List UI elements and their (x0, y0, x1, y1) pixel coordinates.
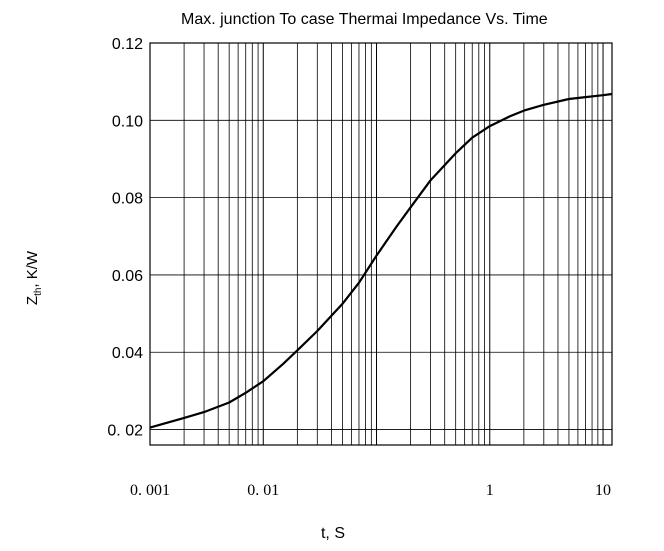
y-tick-label: 0.04 (112, 345, 143, 362)
y-tick-label: 0.08 (112, 191, 143, 208)
y-tick-label: 0.10 (112, 113, 143, 130)
x-tick-label: 10 (595, 482, 611, 499)
thermal-impedance-curve (149, 92, 613, 429)
chart-title: Max. junction To case Thermai Impedance … (181, 11, 548, 28)
data-series (149, 92, 613, 429)
y-axis-label: Zth, K/W (24, 250, 44, 305)
x-axis-label: t, S (321, 525, 345, 542)
x-tick-label: 1 (486, 482, 494, 499)
y-axis-label-unit: , K/W (24, 250, 41, 288)
grid (149, 42, 612, 445)
y-tick-label: 0.06 (112, 268, 143, 285)
y-axis-label-symbol: Z (24, 296, 41, 305)
y-tick-label: 0.12 (112, 36, 143, 53)
x-tick-labels: 0. 001 0. 01 1 10 (130, 482, 611, 499)
x-tick-label: 0. 01 (247, 482, 279, 499)
plot-frame (149, 42, 613, 446)
y-axis-label-subscript: th (33, 288, 44, 296)
y-tick-labels: 0. 02 0.04 0.06 0.08 0.10 0.12 (107, 36, 143, 440)
x-tick-label: 0. 001 (130, 482, 170, 499)
y-tick-label: 0. 02 (107, 423, 143, 440)
